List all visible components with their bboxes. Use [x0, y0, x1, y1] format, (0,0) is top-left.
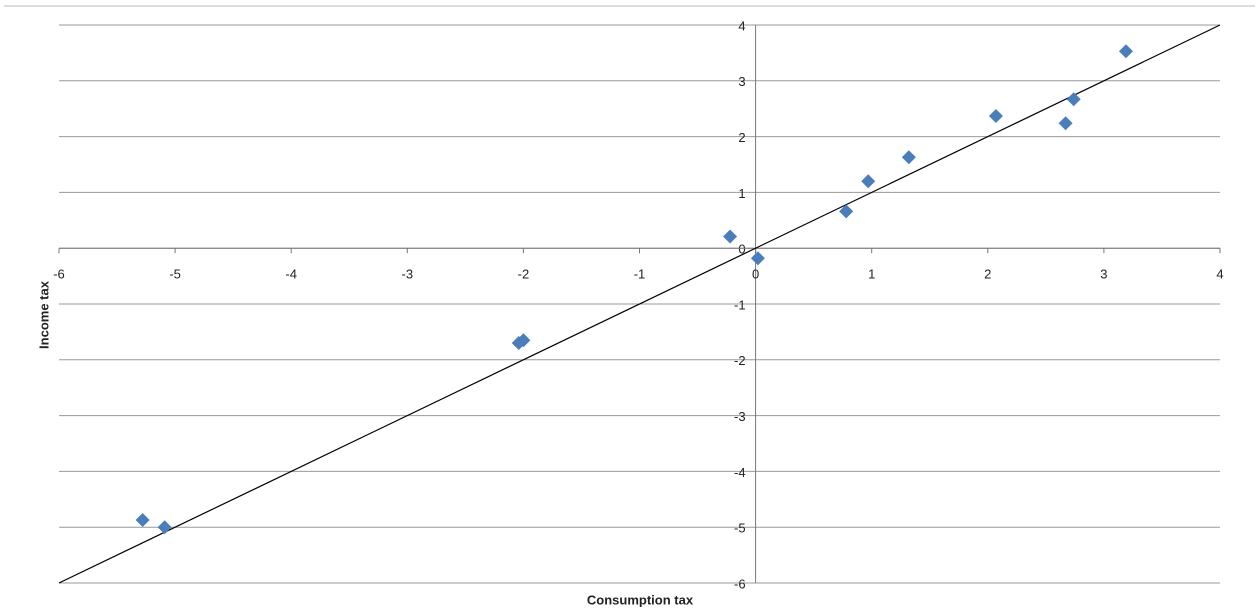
x-tick-label: -6	[53, 267, 65, 282]
y-axis-title: Income tax	[36, 280, 51, 349]
y-tick-label: 2	[738, 130, 745, 145]
x-tick-label: 2	[984, 267, 991, 282]
point	[723, 229, 738, 244]
x-tick-label: -5	[169, 267, 181, 282]
x-tick-label: -2	[518, 267, 530, 282]
point	[135, 512, 150, 527]
x-axis-title: Consumption tax	[587, 592, 694, 607]
point	[750, 251, 765, 266]
x-tick-label: -4	[285, 267, 297, 282]
x-tick-label: 1	[868, 267, 875, 282]
y-tick-label: -4	[734, 465, 746, 480]
y-tick-label: 0	[738, 242, 745, 257]
point	[516, 333, 531, 348]
point	[1058, 116, 1073, 131]
point	[901, 150, 916, 165]
x-tick-label: 0	[752, 267, 759, 282]
y-tick-label: 1	[738, 186, 745, 201]
y-tick-label: 3	[738, 74, 745, 89]
y-tick-label: -2	[734, 353, 746, 368]
trendline	[58, 24, 1221, 584]
y-tick-label: -3	[734, 409, 746, 424]
y-tick-label: -6	[734, 576, 746, 591]
x-tick-label: 4	[1216, 267, 1223, 282]
x-tick-label: -1	[634, 267, 646, 282]
point	[1066, 92, 1081, 107]
point	[157, 520, 172, 535]
y-tick-label: -1	[734, 297, 746, 312]
x-tick-label: -3	[402, 267, 414, 282]
x-tick-label: 3	[1100, 267, 1107, 282]
y-tick-label: -5	[734, 521, 746, 536]
y-tick-label: 4	[738, 18, 745, 33]
point	[988, 108, 1003, 123]
point	[861, 174, 876, 189]
point	[839, 204, 854, 219]
point	[1118, 44, 1133, 59]
